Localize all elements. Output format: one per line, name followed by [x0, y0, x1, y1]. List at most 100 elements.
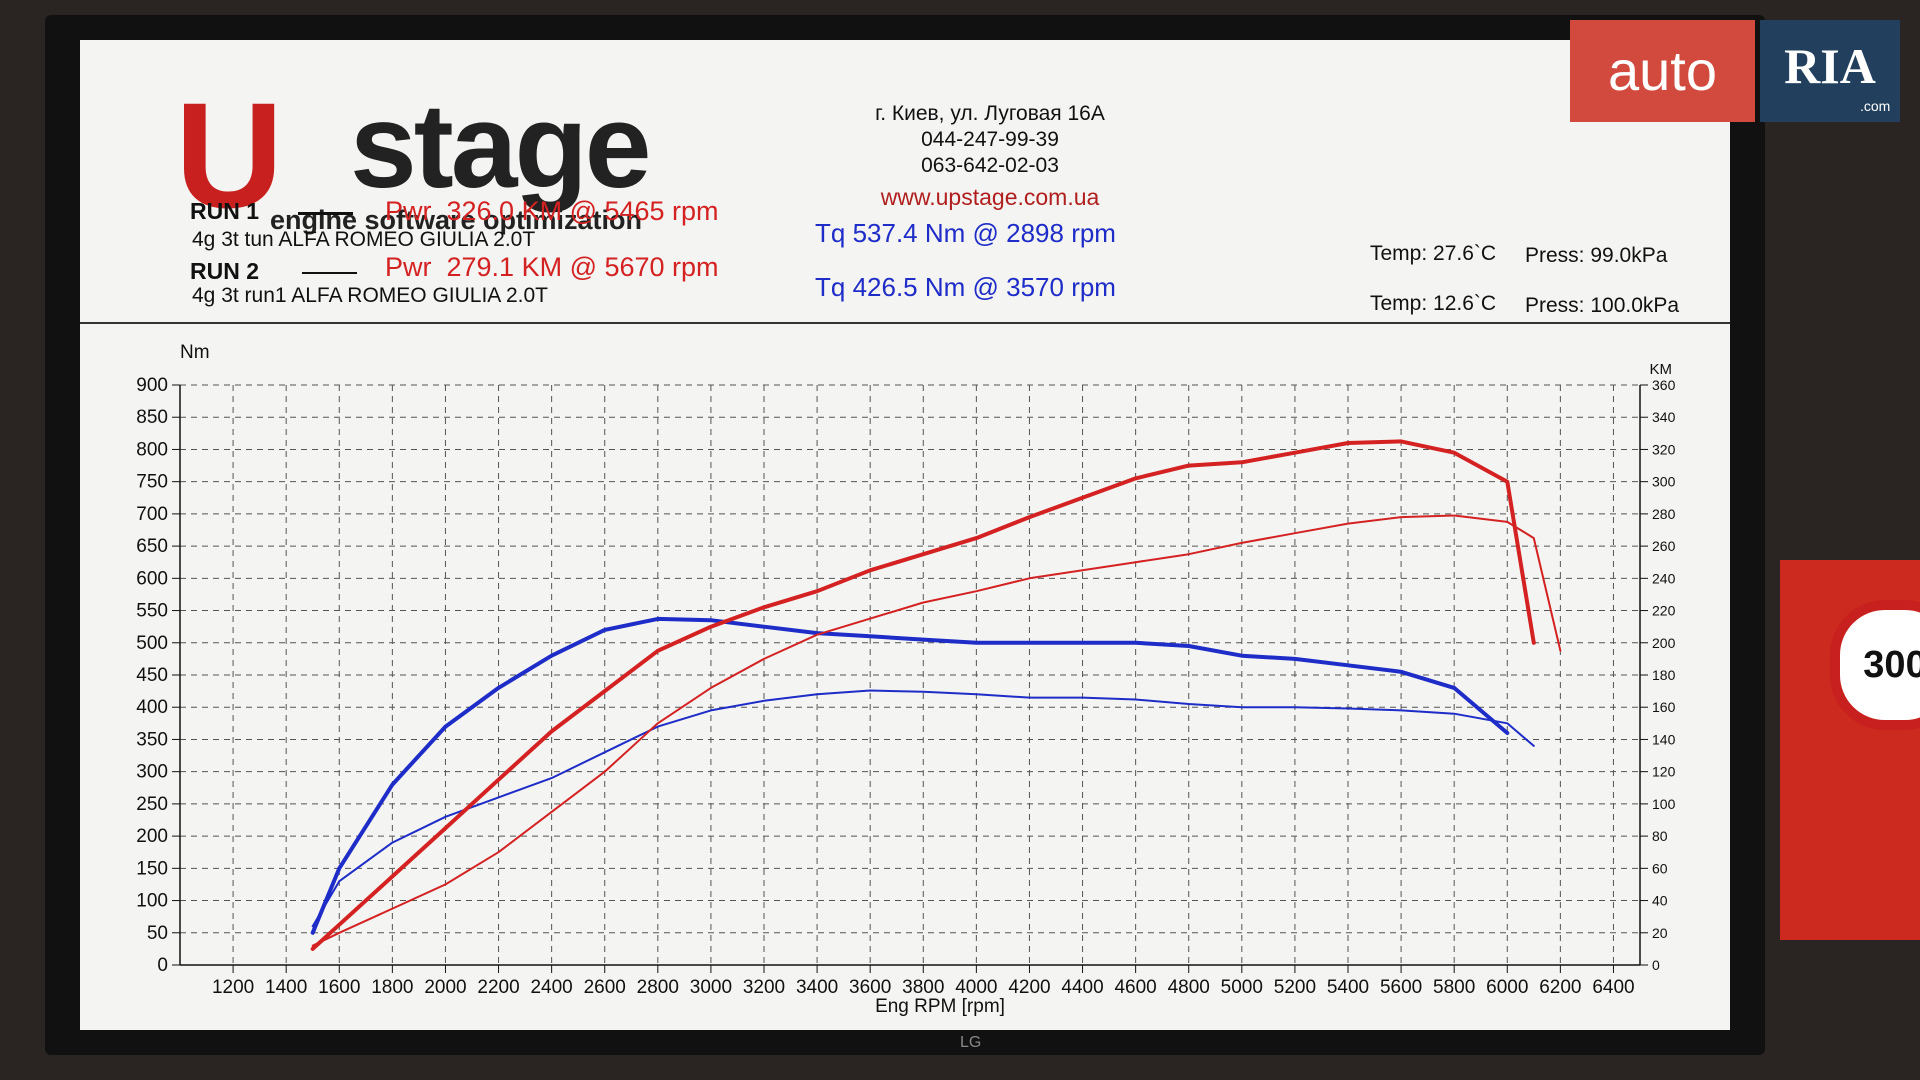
x-tick-label: 3200 — [743, 977, 785, 998]
header-rule — [80, 322, 1730, 324]
y2-tick-label: 100 — [1652, 796, 1676, 812]
y2-tick-label: 0 — [1652, 957, 1660, 973]
phone: 063-642-02-03 — [921, 154, 1059, 177]
x-tick-label: 1800 — [371, 977, 413, 998]
y-tick-label: 850 — [136, 407, 168, 428]
y-tick-label: 50 — [147, 923, 168, 944]
run-line-sample — [302, 272, 357, 274]
y2-tick-label: 260 — [1652, 538, 1676, 554]
y2-tick-label: 40 — [1652, 893, 1668, 909]
x-tick-label: 1200 — [212, 977, 254, 998]
y2-tick-label: 20 — [1652, 925, 1668, 941]
y2-tick-label: 180 — [1652, 667, 1676, 683]
y2-tick-label: 160 — [1652, 699, 1676, 715]
y2-tick-label: 240 — [1652, 570, 1676, 586]
run-power: Pwr 326.0 KM @ 5465 rpm — [385, 196, 719, 226]
x-tick-label: 1400 — [265, 977, 307, 998]
y-tick-label: 250 — [136, 794, 168, 815]
x-tick-label: 6400 — [1592, 977, 1634, 998]
x-tick-label: 3800 — [902, 977, 944, 998]
x-tick-label: 2600 — [584, 977, 626, 998]
run-press: Press: 100.0kPa — [1525, 294, 1680, 317]
y-tick-label: 400 — [136, 697, 168, 718]
y2-tick-label: 360 — [1652, 377, 1676, 393]
x-tick-label: 1600 — [318, 977, 360, 998]
phone: 044-247-99-39 — [921, 128, 1059, 151]
tagline: engine software optimization — [270, 205, 643, 235]
run-description: 4g 3t tun ALFA ROMEO GIULIA 2.0T — [192, 228, 536, 251]
x-tick-label: 4800 — [1168, 977, 1210, 998]
y-tick-label: 550 — [136, 601, 168, 622]
x-tick-label: 2800 — [637, 977, 679, 998]
y-tick-label: 450 — [136, 665, 168, 686]
x-tick-label: 4600 — [1114, 977, 1156, 998]
y2-tick-label: 140 — [1652, 731, 1676, 747]
y2-tick-label: 60 — [1652, 860, 1668, 876]
y-tick-label: 200 — [136, 826, 168, 847]
x-tick-label: 6000 — [1486, 977, 1528, 998]
monitor-brand: LG — [960, 1034, 982, 1051]
data-line — [310, 616, 1510, 935]
x-tick-label: 2400 — [530, 977, 572, 998]
x-tick-label: 3000 — [690, 977, 732, 998]
run-torque: Tq 426.5 Nm @ 3570 rpm — [815, 272, 1116, 302]
run-description: 4g 3t run1 ALFA ROMEO GIULIA 2.0T — [192, 284, 549, 307]
x-axis-label: Eng RPM [rpm] — [875, 996, 1005, 1017]
y2-axis-label: KM — [1650, 361, 1673, 378]
y-tick-label: 150 — [136, 858, 168, 879]
run-power: Pwr 279.1 KM @ 5670 rpm — [385, 252, 719, 282]
chart: Nm KM Eng RPM [rpm] 05010015020025030035… — [136, 342, 1676, 1017]
y2-tick-label: 280 — [1652, 506, 1676, 522]
y2-tick-label: 80 — [1652, 828, 1668, 844]
y-tick-label: 500 — [136, 633, 168, 654]
x-tick-label: 5600 — [1380, 977, 1422, 998]
x-tick-label: 6200 — [1539, 977, 1581, 998]
x-tick-label: 5800 — [1433, 977, 1475, 998]
x-tick-label: 3400 — [796, 977, 838, 998]
data-line — [310, 439, 1536, 951]
x-tick-label: 4400 — [1061, 977, 1103, 998]
y2-tick-label: 320 — [1652, 441, 1676, 457]
speed-sign: 300 — [1830, 600, 1920, 730]
y-tick-label: 100 — [136, 891, 168, 912]
run-temp: Temp: 27.6`C — [1370, 242, 1497, 265]
logo-word: stage — [350, 79, 651, 213]
x-tick-label: 3600 — [849, 977, 891, 998]
watermark: RIA — [1760, 20, 1900, 122]
y-tick-label: 600 — [136, 568, 168, 589]
run-temp: Temp: 12.6`C — [1370, 292, 1497, 315]
website: www.upstage.com.ua — [880, 184, 1100, 210]
y-tick-label: 800 — [136, 439, 168, 460]
y-tick-label: 900 — [136, 375, 168, 396]
y-tick-label: 750 — [136, 472, 168, 493]
y2-tick-label: 120 — [1652, 764, 1676, 780]
x-tick-label: 4000 — [955, 977, 997, 998]
x-tick-label: 2000 — [424, 977, 466, 998]
y-tick-label: 0 — [157, 955, 168, 976]
x-tick-label: 5200 — [1274, 977, 1316, 998]
y2-tick-label: 200 — [1652, 635, 1676, 651]
run-press: Press: 99.0kPa — [1525, 244, 1668, 267]
address: г. Киев, ул. Луговая 16А — [875, 102, 1105, 125]
run-torque: Tq 537.4 Nm @ 2898 rpm — [815, 218, 1116, 248]
y2-tick-label: 220 — [1652, 603, 1676, 619]
data-line — [311, 689, 1535, 928]
y-tick-label: 700 — [136, 504, 168, 525]
x-tick-label: 2200 — [477, 977, 519, 998]
run-label: RUN 2 — [190, 258, 260, 284]
y-tick-label: 650 — [136, 536, 168, 557]
data-line — [311, 514, 1562, 947]
x-tick-label: 4200 — [1008, 977, 1050, 998]
y-tick-label: 300 — [136, 762, 168, 783]
watermark: .com — [1860, 98, 1891, 114]
watermark: auto — [1570, 20, 1755, 122]
logo-mark: U — [175, 71, 284, 239]
y2-tick-label: 340 — [1652, 409, 1676, 425]
y2-tick-label: 300 — [1652, 474, 1676, 490]
y-tick-label: 350 — [136, 729, 168, 750]
y-axis-label: Nm — [180, 342, 210, 363]
run-label: RUN 1 — [190, 198, 260, 224]
run-line-sample — [298, 212, 353, 215]
screen: U stage engine software optimization г. … — [80, 40, 1730, 1030]
